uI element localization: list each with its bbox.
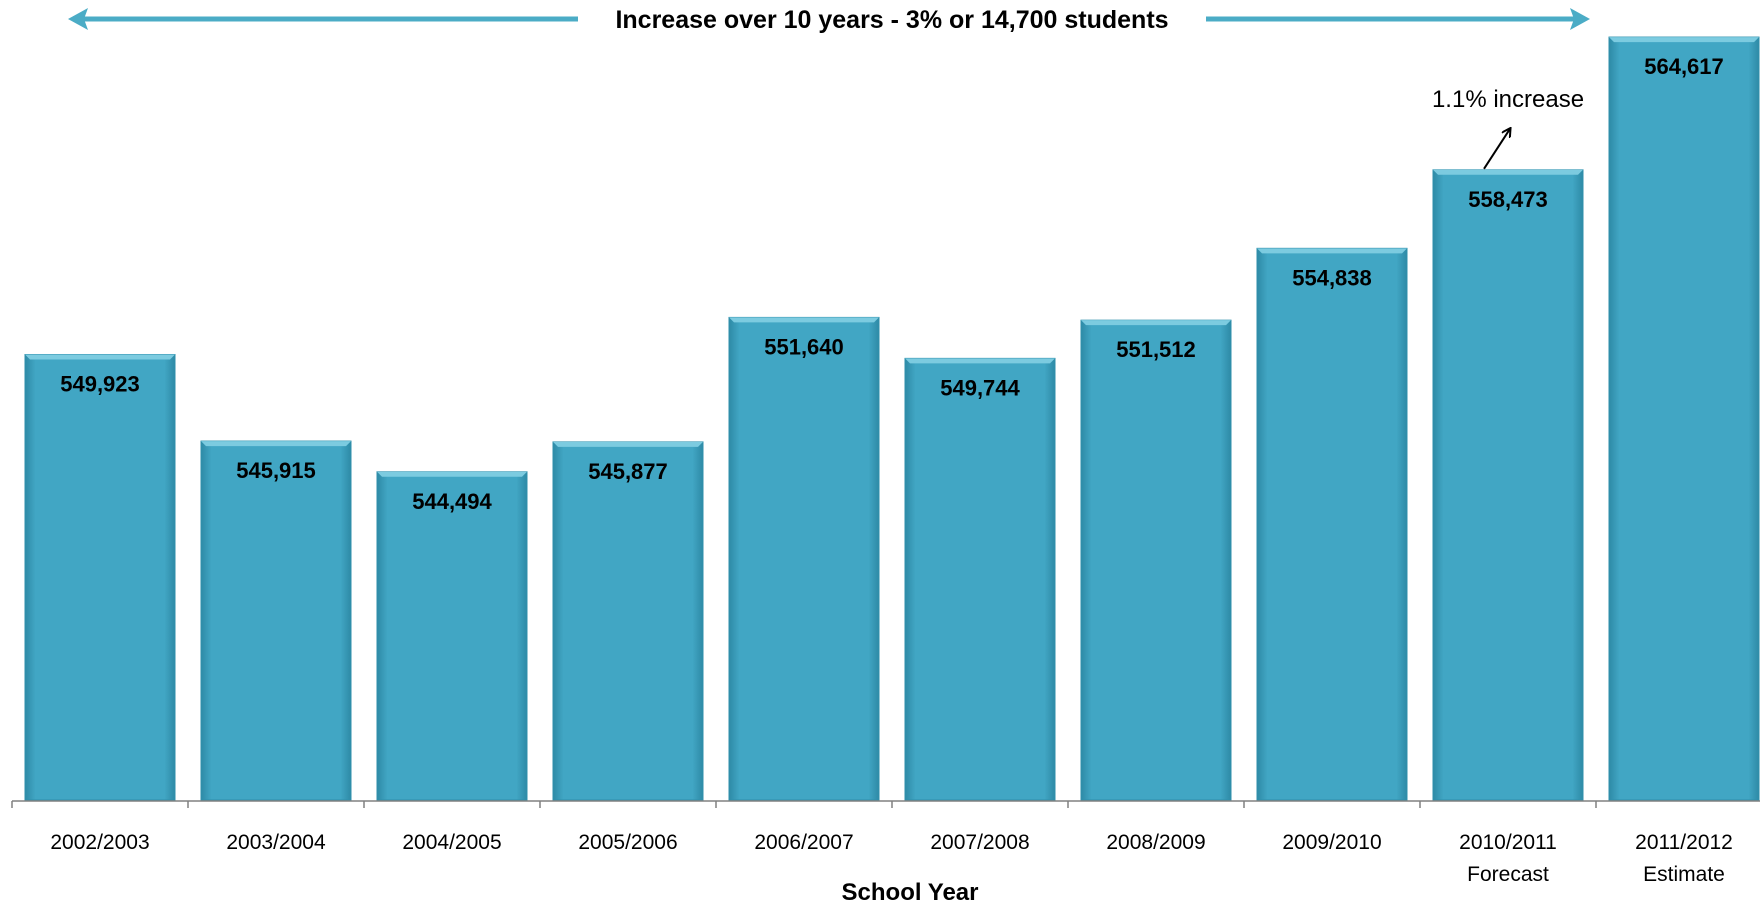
bar [24,353,176,801]
bar-bevel [1081,320,1231,326]
bar-value-label: 554,838 [1292,265,1372,290]
bar [376,471,528,801]
bar-bevel [1609,37,1759,43]
bar-value-label: 564,617 [1644,54,1724,79]
bar [1608,36,1760,801]
x-tick-label: 2002/2003 [50,831,149,854]
bar-bevel [729,317,879,323]
x-tick-label: 2003/2004 [226,831,326,854]
headline-arrow-right-icon [1570,8,1590,30]
bar-value-label: 549,744 [940,375,1020,400]
bar [200,440,352,801]
bar-value-label: 545,915 [236,458,316,483]
bar-value-label: 558,473 [1468,187,1548,212]
bar-value-label: 549,923 [60,371,140,396]
x-tick-label: 2010/2011 [1459,831,1557,854]
bar-bevel [25,354,175,360]
x-tick-label: 2008/2009 [1106,831,1205,854]
bar-bevel [201,441,351,447]
x-tick-label: 2009/2010 [1282,831,1381,854]
bars-group [24,36,1760,801]
headline-annotation: Increase over 10 years - 3% or 14,700 st… [615,6,1168,34]
bar-annotation-text: 1.1% increase [1432,86,1584,113]
bar-bevel [1257,248,1407,254]
x-tick-label: 2004/2005 [402,831,501,854]
x-tick-sublabel: Forecast [1467,863,1549,886]
bar-value-label: 545,877 [588,459,668,484]
bar [1256,247,1408,801]
bar [904,357,1056,801]
bar-bevel [905,358,1055,364]
x-axis-tick-labels: 2002/2003 2003/2004 2004/2005 2005/2006 2006… [50,831,1733,886]
bar-value-label: 544,494 [412,489,492,514]
x-tick-label: 2006/2007 [754,831,853,854]
bar-annotation-arrow-icon [1483,129,1510,170]
headline-double-arrow [68,8,1590,30]
x-tick-label: 2005/2006 [578,831,677,854]
bar-labels-group: 549,923 545,915 544,494 545,877 551,640 549,7… [60,54,1724,514]
bar [1432,169,1584,801]
bar-bevel [1433,169,1583,175]
bar [552,441,704,801]
x-axis-ticks [11,801,1597,808]
bar-value-label: 551,640 [764,334,844,359]
x-tick-label: 2011/2012 [1635,831,1733,854]
bar [728,316,880,801]
bar-value-label: 551,512 [1116,337,1196,362]
x-axis-title: School Year [842,879,979,903]
bar-bevel [377,471,527,477]
x-tick-sublabel: Estimate [1643,863,1725,886]
bar-bevel [553,441,703,447]
x-tick-label: 2007/2008 [930,831,1029,854]
headline-arrow-left-icon [68,8,88,30]
bar [1080,319,1232,801]
